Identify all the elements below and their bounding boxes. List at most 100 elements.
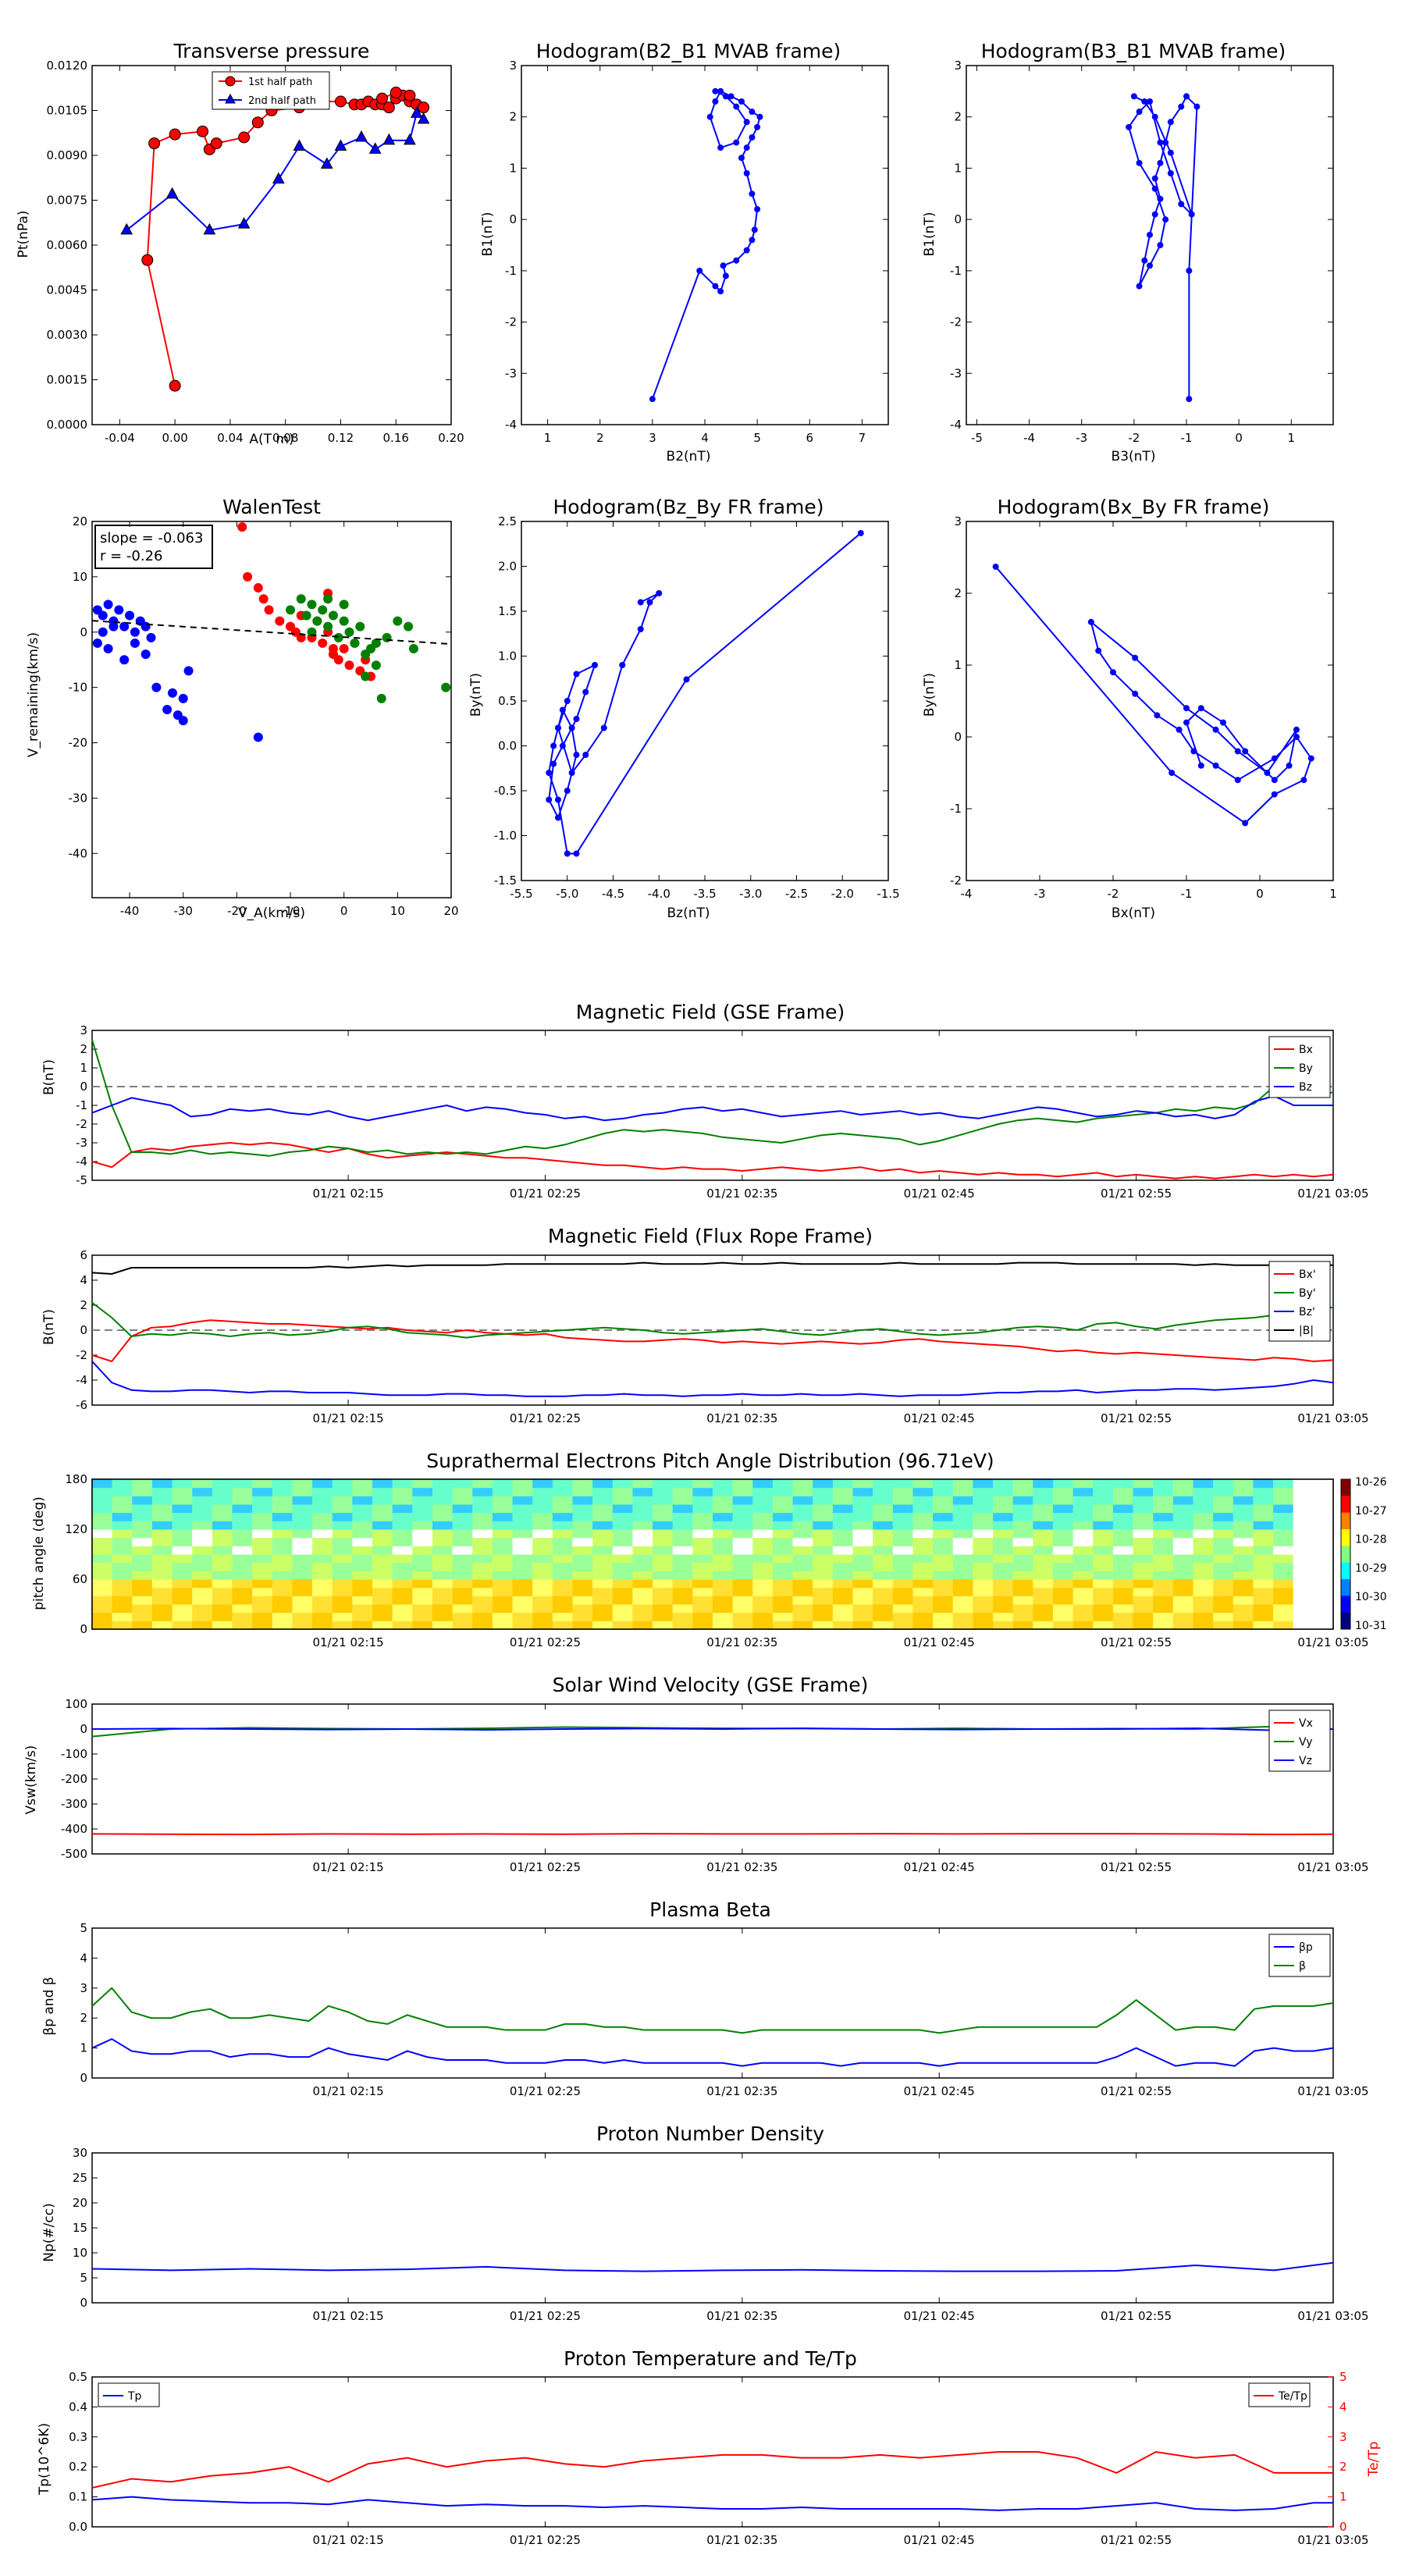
pad-cell — [612, 1496, 633, 1505]
pad-cell — [973, 1487, 994, 1496]
pad-cell — [392, 1537, 413, 1546]
pad-cell — [112, 1537, 133, 1546]
pad-cell — [92, 1604, 113, 1614]
ytick-label-hodo_b2b1: -4 — [505, 418, 517, 432]
pad-cell — [653, 1546, 674, 1555]
pad-cell — [151, 1621, 173, 1630]
pad-cell — [572, 1504, 593, 1514]
pad-cell — [1093, 1579, 1114, 1589]
pad-cell — [713, 1512, 734, 1521]
pad-cell — [1232, 1487, 1254, 1496]
pad-cell — [1033, 1537, 1054, 1546]
pad-cell — [1093, 1554, 1114, 1564]
pad-cell — [472, 1504, 493, 1514]
hodo-b3b1-line-point — [1162, 216, 1169, 223]
pad-cell — [813, 1487, 834, 1496]
pad-cell — [532, 1579, 553, 1589]
pad-cell — [952, 1504, 973, 1514]
pad-cell — [1052, 1579, 1074, 1589]
pad-cell — [973, 1579, 994, 1589]
pad-cell — [732, 1579, 753, 1589]
time-label-pad: 01/21 02:35 — [706, 1635, 777, 1649]
hodo-bzby-line-point — [555, 814, 561, 821]
pad-cell — [1112, 1621, 1134, 1630]
pad-cell — [692, 1512, 713, 1521]
pad-cell — [472, 1496, 493, 1505]
pad-cell — [1273, 1571, 1294, 1580]
time-label-pad: 01/21 02:25 — [510, 1635, 581, 1649]
pad-cell — [1172, 1496, 1193, 1505]
colorbar-segment — [1341, 1596, 1350, 1614]
xtick-label-hodo_b2b1: 6 — [806, 431, 814, 445]
pad-cell — [432, 1504, 454, 1514]
ytick-label-hodo_b2b1: 0 — [509, 212, 517, 226]
pad-cell — [112, 1596, 133, 1605]
ytick-label-mag_fr: 6 — [80, 1248, 87, 1262]
pad-cell — [912, 1487, 934, 1496]
title-mag-fr: Magnetic Field (Flux Rope Frame) — [548, 1225, 873, 1247]
title-hodo-b2b1: Hodogram(B2_B1 MVAB frame) — [536, 40, 841, 62]
pad-cell — [552, 1596, 573, 1605]
pad-cell — [512, 1579, 533, 1589]
pad-cell — [472, 1479, 493, 1489]
pad-cell — [112, 1512, 133, 1521]
pad-cell — [892, 1562, 913, 1571]
pad-cell — [1112, 1562, 1134, 1571]
pad-cell — [392, 1596, 413, 1605]
walen-point-green — [307, 600, 317, 610]
pad-cell — [1172, 1504, 1193, 1514]
pad-cell — [752, 1612, 774, 1621]
legend-label-mag-gse: Bx — [1299, 1044, 1313, 1056]
pad-cell — [252, 1529, 273, 1539]
pad-cell — [792, 1537, 813, 1546]
y2tick-label-tp: 5 — [1339, 2370, 1347, 2384]
series-2nd-half-point — [272, 172, 285, 184]
ytick-label-walen: -40 — [69, 846, 88, 860]
series-2nd-half-point — [320, 157, 333, 169]
pad-cell — [272, 1604, 293, 1614]
pad-cell — [472, 1554, 493, 1564]
pad-cell — [653, 1512, 674, 1521]
pad-cell — [612, 1554, 633, 1564]
pad-cell — [232, 1562, 253, 1571]
pad-cell — [672, 1521, 693, 1530]
pad-cell — [1033, 1571, 1054, 1580]
y2tick-label-tp: 1 — [1339, 2490, 1347, 2504]
series-2nd-half-point — [382, 133, 396, 145]
pad-cell — [933, 1521, 954, 1530]
pad-cell — [1093, 1587, 1114, 1596]
pad-cell — [813, 1596, 834, 1605]
pad-cell — [1133, 1571, 1154, 1580]
pad-cell — [372, 1604, 393, 1614]
pad-cell — [832, 1571, 854, 1580]
pad-cell — [532, 1587, 553, 1596]
time-label-vsw: 01/21 03:05 — [1297, 1860, 1368, 1874]
pad-cell — [592, 1479, 614, 1489]
pad-cell — [412, 1562, 433, 1571]
pad-cell — [272, 1537, 293, 1546]
pad-cell — [632, 1529, 653, 1539]
pad-cell — [92, 1554, 113, 1564]
pad-cell — [852, 1579, 873, 1589]
pad-cell — [792, 1587, 813, 1596]
ytick-label-pad: 0 — [80, 1622, 87, 1636]
hodo-bxby-line-point — [1242, 748, 1249, 755]
pad-cell — [392, 1546, 413, 1555]
pad-cell — [492, 1537, 514, 1546]
pad-cell — [952, 1529, 973, 1539]
hodo-bxby-line-point — [1110, 669, 1116, 676]
pad-cell — [1133, 1496, 1154, 1505]
ytick-label-hodo_bxby: 2 — [954, 586, 962, 600]
walen-point-green — [355, 621, 365, 632]
pad-cell — [232, 1579, 253, 1589]
pad-cell — [713, 1621, 734, 1630]
pad-cell — [532, 1621, 553, 1630]
title-transverse: Transverse pressure — [173, 40, 370, 62]
pad-cell — [912, 1562, 934, 1571]
pad-cell — [151, 1496, 173, 1505]
pad-cell — [1112, 1504, 1134, 1514]
ytick-label-walen: 10 — [73, 570, 87, 584]
ytick-label-hodo_b3b1: 1 — [954, 161, 962, 175]
pad-cell — [672, 1621, 693, 1630]
ytick-label-hodo_bzby: 1.0 — [498, 649, 517, 664]
